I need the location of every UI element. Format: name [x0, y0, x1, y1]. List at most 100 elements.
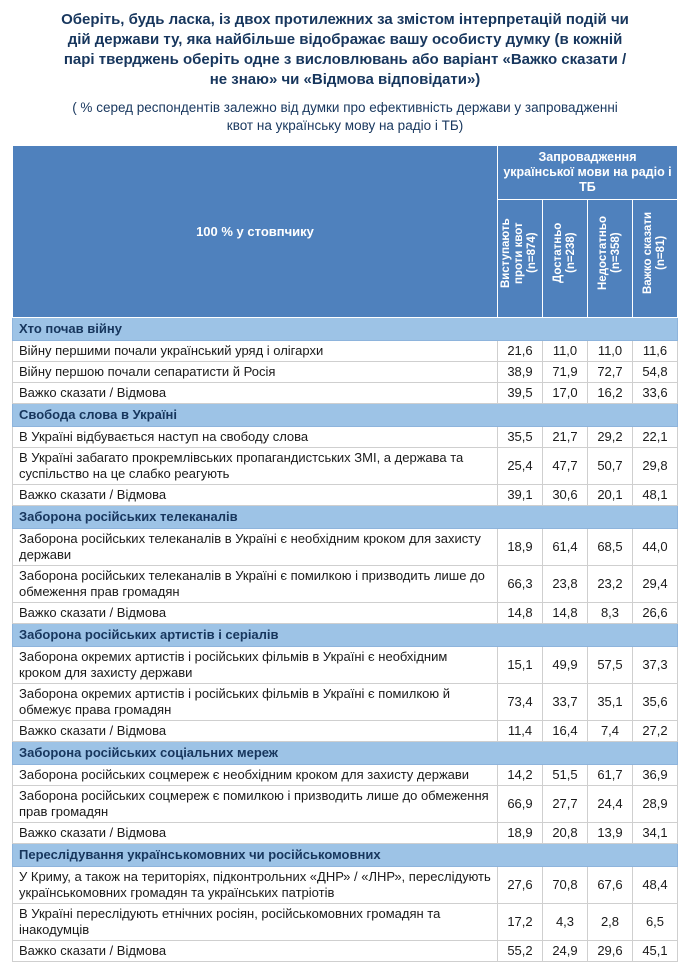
value-cell: 11,0	[586, 340, 633, 362]
value-cell: 11,0	[541, 340, 588, 362]
value-cell: 35,1	[586, 683, 633, 721]
value-cell: 14,8	[541, 602, 588, 624]
value-cell: 61,4	[541, 528, 588, 566]
value-cell: 51,5	[541, 764, 588, 786]
value-cell: 72,7	[586, 361, 633, 383]
section-title: Заборона російських телеканалів	[12, 505, 678, 529]
value-cell: 13,9	[586, 822, 633, 844]
value-cell: 37,3	[631, 646, 679, 684]
value-cell: 45,1	[631, 940, 679, 962]
value-cell: 30,6	[541, 484, 588, 506]
value-cell: 16,4	[541, 720, 588, 742]
value-cell: 15,1	[496, 646, 543, 684]
row-label: В Україні забагато прокремлівських пропа…	[12, 447, 498, 485]
value-cell: 24,9	[541, 940, 588, 962]
value-cell: 39,1	[496, 484, 543, 506]
row-label: Важко сказати / Відмова	[12, 720, 498, 742]
value-cell: 14,8	[496, 602, 543, 624]
value-cell: 68,5	[586, 528, 633, 566]
value-cell: 29,4	[631, 565, 679, 603]
section-header-row: Заборона російських телеканалів	[12, 505, 678, 529]
section-title: Заборона російських артистів і серіалів	[12, 623, 678, 647]
section-title: Хто почав війну	[12, 317, 678, 341]
value-cell: 7,4	[586, 720, 633, 742]
value-cell: 11,4	[496, 720, 543, 742]
value-cell: 28,9	[631, 785, 679, 823]
table-row: Важко сказати / Відмова 55,2 24,9 29,6 45,1	[12, 940, 679, 962]
value-cell: 17,0	[541, 382, 588, 404]
table-row: В Україні відбувається наступ на свободу…	[12, 426, 679, 448]
value-cell: 18,9	[496, 822, 543, 844]
row-label: Війну першими почали український уряд і …	[12, 340, 498, 362]
table-row: Важко сказати / Відмова 39,1 30,6 20,1 48,1	[12, 484, 679, 506]
table-row: Заборона російських телеканалів в Україн…	[12, 528, 679, 566]
value-cell: 54,8	[631, 361, 679, 383]
value-cell: 6,5	[631, 903, 679, 941]
survey-table: 100 % у стовпчику Запровадження українсь…	[12, 145, 679, 962]
value-cell: 29,6	[586, 940, 633, 962]
value-cell: 16,2	[586, 382, 633, 404]
value-cell: 73,4	[496, 683, 543, 721]
column-header: Важко сказати (n=81)	[631, 199, 679, 318]
value-cell: 26,6	[631, 602, 679, 624]
value-cell: 25,4	[496, 447, 543, 485]
row-label: В Україні відбувається наступ на свободу…	[12, 426, 498, 448]
value-cell: 22,1	[631, 426, 679, 448]
value-cell: 55,2	[496, 940, 543, 962]
value-cell: 66,9	[496, 785, 543, 823]
page-subtitle: ( % серед респондентів залежно від думки…	[72, 100, 618, 133]
column-header-label: Достатньо (n=238)	[551, 222, 577, 284]
row-label: Війну першою почали сепаратисти й Росія	[12, 361, 498, 383]
page-title: Оберіть, будь ласка, із двох протилежних…	[61, 11, 629, 88]
value-cell: 8,3	[586, 602, 633, 624]
value-cell: 50,7	[586, 447, 633, 485]
table-row: Важко сказати / Відмова 14,8 14,8 8,3 26,6	[12, 602, 679, 624]
row-label: Важко сказати / Відмова	[12, 822, 498, 844]
value-cell: 14,2	[496, 764, 543, 786]
table-row: Заборона російських соцмереж є необхідни…	[12, 764, 679, 786]
value-cell: 23,2	[586, 565, 633, 603]
row-label: В Україні переслідують етнічних росіян, …	[12, 903, 498, 941]
row-label: Заборона російських соцмереж є помилкою …	[12, 785, 498, 823]
value-cell: 33,7	[541, 683, 588, 721]
value-cell: 27,6	[496, 866, 543, 904]
value-cell: 20,8	[541, 822, 588, 844]
table-body: Хто почав війну Війну першими почали укра…	[12, 317, 679, 962]
value-cell: 21,7	[541, 426, 588, 448]
table-row: Заборона окремих артистів і російських ф…	[12, 646, 679, 684]
value-cell: 61,7	[586, 764, 633, 786]
table-row: Заборона окремих артистів і російських ф…	[12, 683, 679, 721]
value-cell: 49,9	[541, 646, 588, 684]
row-label: Заборона російських телеканалів в Україн…	[12, 565, 498, 603]
table-row: В Україні забагато прокремлівських пропа…	[12, 447, 679, 485]
table-row: Заборона російських соцмереж є помилкою …	[12, 785, 679, 823]
row-label: Важко сказати / Відмова	[12, 484, 498, 506]
row-label: Заборона російських телеканалів в Україн…	[12, 528, 498, 566]
value-cell: 44,0	[631, 528, 679, 566]
value-cell: 47,7	[541, 447, 588, 485]
value-cell: 35,5	[496, 426, 543, 448]
table-row: Важко сказати / Відмова 11,4 16,4 7,4 27,2	[12, 720, 679, 742]
value-cell: 33,6	[631, 382, 679, 404]
value-cell: 29,2	[586, 426, 633, 448]
value-cell: 70,8	[541, 866, 588, 904]
table-row: Важко сказати / Відмова 39,5 17,0 16,2 33,6	[12, 382, 679, 404]
value-cell: 27,2	[631, 720, 679, 742]
value-cell: 48,4	[631, 866, 679, 904]
value-cell: 38,9	[496, 361, 543, 383]
section-title: Переслідування українськомовних чи росій…	[12, 843, 678, 867]
value-cell: 18,9	[496, 528, 543, 566]
value-cell: 2,8	[586, 903, 633, 941]
value-cell: 34,1	[631, 822, 679, 844]
section-title: Заборона російських соціальних мереж	[12, 741, 678, 765]
column-header: Недостатньо (n=358)	[586, 199, 633, 318]
value-cell: 23,8	[541, 565, 588, 603]
table-header: 100 % у стовпчику Запровадження українсь…	[12, 145, 679, 318]
row-label: Заборона російських соцмереж є необхідни…	[12, 764, 498, 786]
corner-label: 100 % у стовпчику	[12, 145, 498, 318]
value-cell: 27,7	[541, 785, 588, 823]
table-row: Війну першою почали сепаратисти й Росія 3…	[12, 361, 679, 383]
value-cell: 35,6	[631, 683, 679, 721]
row-label: Важко сказати / Відмова	[12, 602, 498, 624]
